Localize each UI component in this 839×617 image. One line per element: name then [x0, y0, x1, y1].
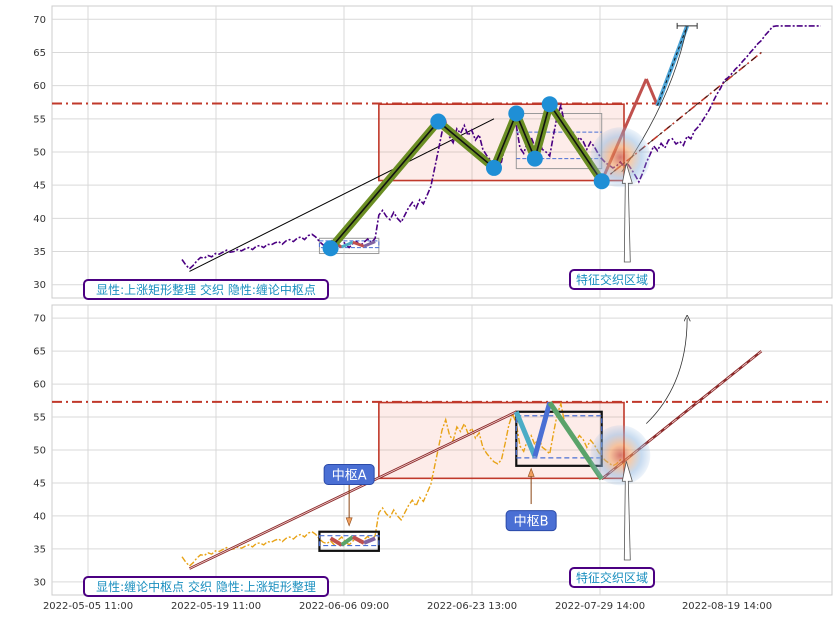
top-chart-panel: 30 35 40 45 50 55 60 65 70 显性:上涨矩形整理 交织 隐性:缠论中枢点 特…: [33, 5, 833, 300]
rising-trend-core: [189, 411, 517, 569]
annotation-top-cross: 特征交织区域: [576, 272, 648, 287]
small-hub-segment: [341, 240, 354, 249]
hub-a-segment: [329, 536, 343, 547]
y-tick-label: 45: [33, 478, 46, 489]
x-tick-label: 2022-07-29 14:00: [555, 601, 645, 612]
hub-b-label-box: [505, 510, 557, 532]
y-tick-label: 70: [33, 15, 46, 26]
stroke-vertex-dot: [508, 105, 525, 122]
x-tick-label: 2022-05-05 11:00: [43, 601, 133, 612]
small-hub-inner-box: [318, 240, 380, 249]
y-tick-label: 60: [33, 380, 46, 391]
cross-glow: [590, 425, 651, 486]
y-tick-label: 40: [33, 214, 46, 225]
hub-a-label: 中枢A: [332, 469, 367, 484]
annotation-bottom-cross-box: [569, 567, 655, 588]
consolidation-rectangle: [378, 401, 625, 480]
trend-line: [189, 118, 495, 272]
hub-b-arrow-head: [527, 467, 535, 477]
hub-b-segment: [513, 410, 538, 458]
x-tick-label: 2022-05-19 11:00: [171, 601, 261, 612]
curved-arrow: [646, 318, 687, 424]
y-tick-label: 50: [33, 148, 46, 159]
small-hub-segment: [352, 240, 365, 248]
cross-glow: [590, 127, 651, 188]
stroke-vertex-dot: [593, 173, 610, 190]
hub-a-inner: [318, 535, 380, 547]
hub-b-segment: [532, 401, 553, 458]
annotation-top-left-box: [83, 279, 329, 300]
hub-a-segment: [351, 535, 365, 545]
y-tick-label: 40: [33, 511, 46, 522]
y-tick-label: 45: [33, 181, 46, 192]
small-hub-segment: [363, 240, 376, 248]
annotation-bottom-cross: 特征交织区域: [576, 570, 648, 585]
y-tick-label: 70: [33, 314, 46, 325]
hub-a-segment: [363, 536, 376, 545]
annotation-bottom-left-box: [83, 576, 329, 597]
stroke-vertex-dot: [486, 159, 502, 176]
x-axis: 2022-05-05 11:00 2022-05-19 11:00 2022-06-…: [43, 601, 772, 612]
y-tick-label: 35: [33, 247, 46, 258]
y-tick-label: 65: [33, 347, 46, 358]
stroke-vertex-dot: [526, 150, 543, 167]
y-tick-label: 35: [33, 544, 46, 555]
stroke-vertex-dot: [430, 113, 447, 130]
hub-b-label: 中枢B: [514, 515, 549, 530]
y-tick-label: 30: [33, 577, 46, 588]
impulse-final-core: [656, 25, 688, 106]
y-tick-label: 50: [33, 446, 46, 457]
y-tick-label: 65: [33, 48, 46, 59]
price-series: [181, 401, 625, 567]
y-tick-label: 55: [33, 413, 46, 424]
annotation-top-left: 显性:上涨矩形整理 交织 隐性:缠论中枢点: [96, 282, 316, 297]
annotation-arrow: [621, 163, 633, 263]
projection-line-dark: [601, 52, 762, 182]
hub-a-segment: [340, 535, 355, 547]
x-tick-label: 2022-08-19 14:00: [682, 601, 772, 612]
impulse-pullback-segment: [644, 78, 659, 107]
y-tick-label: 55: [33, 114, 46, 125]
x-tick-label: 2022-06-23 13:00: [427, 601, 517, 612]
stroke-vertex-dot: [322, 240, 339, 257]
hub-a-arrow-head: [345, 517, 353, 527]
price-series: [181, 25, 821, 270]
hub-a-label-box: [323, 464, 375, 485]
annotation-top-cross-box: [569, 269, 655, 290]
annotation-bottom-left: 显性:缠论中枢点 交织 隐性:上涨矩形整理: [96, 579, 316, 594]
bottom-chart-panel: 30 35 40 45 50 55 60 65 70 中枢A 中枢B 显性:缠论中枢点 交织 隐性:上…: [33, 304, 833, 597]
y-tick-label: 30: [33, 280, 46, 291]
annotation-arrow: [621, 461, 633, 561]
y-tick-label: 60: [33, 81, 46, 92]
stroke-vertex-dot: [541, 96, 558, 113]
x-tick-label: 2022-06-06 09:00: [299, 601, 389, 612]
